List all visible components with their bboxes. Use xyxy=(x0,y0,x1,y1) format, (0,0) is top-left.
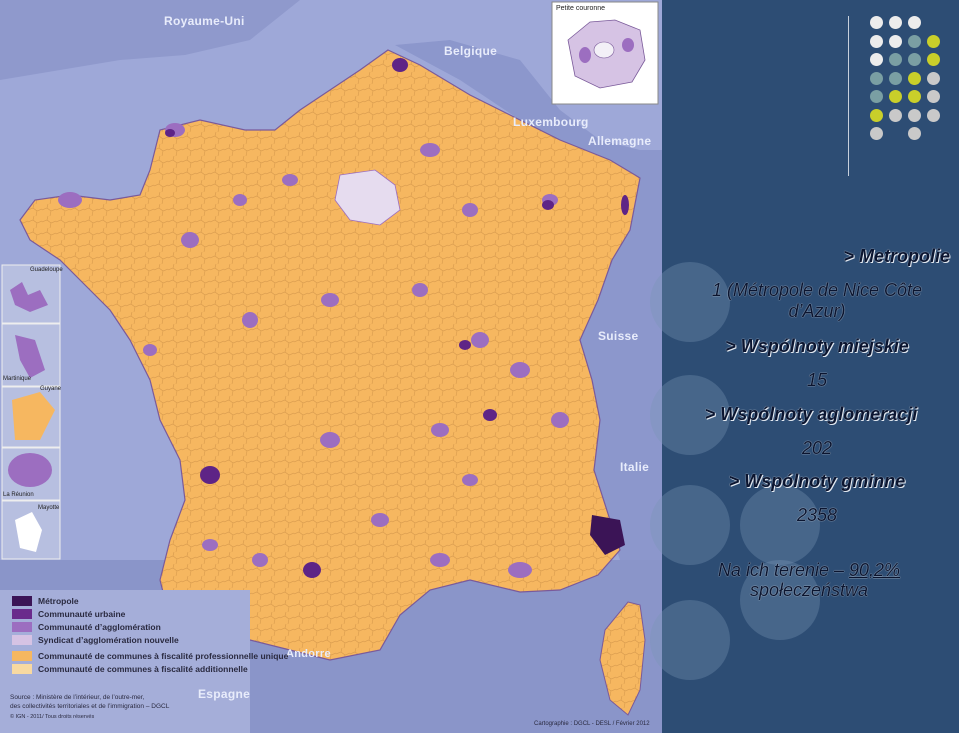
label-allemagne: Allemagne xyxy=(588,134,652,148)
legend-item: Communauté de communes à fiscalité addit… xyxy=(12,663,248,674)
legend-item: Communauté d’agglomération xyxy=(12,621,161,632)
coverage-line-2: społeczeństwa xyxy=(749,580,869,600)
source-line-1: Source : Ministère de l’intérieur, de l’… xyxy=(10,694,145,701)
decor-dot xyxy=(870,16,883,29)
decor-divider xyxy=(848,16,849,176)
decor-dot xyxy=(870,127,883,140)
paris-region xyxy=(334,169,401,226)
decor-dot xyxy=(870,53,883,66)
label-petite-couronne: Petite couronne xyxy=(556,5,606,12)
decor-dot xyxy=(889,34,902,48)
legend-swatch xyxy=(12,634,32,645)
decor-circle xyxy=(650,262,730,342)
decor-dot xyxy=(908,108,921,122)
decor-dot xyxy=(927,53,940,66)
decor-dot xyxy=(908,16,921,29)
legend-swatch xyxy=(12,595,32,606)
decor-circle xyxy=(650,375,730,455)
label-martinique: Martinique xyxy=(3,376,32,382)
urban-community-areas xyxy=(165,58,629,578)
decor-dot xyxy=(870,34,883,48)
label-royaume-uni: Royaume-Uni xyxy=(164,14,245,28)
legend-label: Communauté urbaine xyxy=(38,608,126,619)
label-guyane: Guyane xyxy=(40,386,62,392)
decor-dot xyxy=(908,34,921,48)
count-wspolnoty-miejskie: 15 xyxy=(806,370,828,390)
decor-dot xyxy=(889,53,902,66)
decor-dot xyxy=(927,90,940,103)
copyright: © IGN - 2011/ Tous droits réservés xyxy=(10,714,95,720)
coverage-percent: 90,2% xyxy=(849,560,901,580)
legend-item: Communauté urbaine xyxy=(12,608,125,619)
france-intercommunality-map: Royaume-Uni Belgique Luxembourg Allemagn… xyxy=(0,0,662,733)
stats-panel xyxy=(650,0,959,733)
decor-dot xyxy=(889,16,902,29)
cartography-credit: Cartographie : DGCL - DESL / Février 201… xyxy=(534,721,650,727)
legend-swatch xyxy=(12,621,32,632)
legend-label: Communauté d’agglomération xyxy=(38,621,161,632)
legend-label: Communauté de communes à fiscalité addit… xyxy=(38,663,248,674)
decor-dot xyxy=(870,90,883,103)
metropole-nice xyxy=(590,515,625,555)
decor-dot xyxy=(908,90,921,103)
legend-swatch xyxy=(12,650,32,661)
legend-background xyxy=(0,590,250,733)
label-luxembourg: Luxembourg xyxy=(513,115,589,129)
source-line-2: des collectivités territoriales et de l’… xyxy=(10,703,170,710)
label-mayotte: Mayotte xyxy=(38,505,60,511)
decor-dot xyxy=(889,71,902,85)
label-belgique: Belgique xyxy=(444,44,498,58)
label-reunion: La Réunion xyxy=(3,492,34,498)
coverage-line-1: Na ich terenie – 90,2% xyxy=(664,560,954,581)
legend-item: Métropole xyxy=(12,595,79,606)
legend-label: Syndicat d’agglomération nouvelle xyxy=(38,634,179,645)
decor-dot xyxy=(927,108,940,122)
decor-dot xyxy=(908,127,921,140)
label-andorre: Andorre xyxy=(286,648,331,660)
decor-dot xyxy=(908,53,921,66)
label-italie: Italie xyxy=(620,460,650,474)
legend-item: Communauté de communes à fiscalité profe… xyxy=(12,650,288,661)
label-suisse: Suisse xyxy=(598,329,639,343)
label-espagne: Espagne xyxy=(198,687,251,701)
corsica xyxy=(599,601,646,716)
count-wspolnoty-gminne: 2358 xyxy=(796,505,838,525)
decor-dot xyxy=(870,108,883,122)
legend-swatch xyxy=(12,663,32,674)
decor-circle xyxy=(650,600,730,680)
decor-dot xyxy=(889,90,902,103)
decor-dot xyxy=(927,71,940,85)
decor-dot xyxy=(908,71,921,85)
legend-item: Syndicat d’agglomération nouvelle xyxy=(12,634,179,645)
heading-wspolnoty-aglomeracji: > Wspólnoty aglomeracji xyxy=(704,404,918,424)
count-wspolnoty-aglomeracji: 202 xyxy=(801,438,833,458)
decor-circle xyxy=(740,485,820,565)
decor-circle xyxy=(740,560,820,640)
coverage-prefix: Na ich terenie – xyxy=(717,560,850,580)
heading-wspolnoty-miejskie: > Wspólnoty miejskie xyxy=(725,336,909,356)
decor-circle xyxy=(650,485,730,565)
map-graphic xyxy=(0,0,662,733)
legend-label: Communauté de communes à fiscalité profe… xyxy=(38,650,289,661)
heading-wspolnoty-gminne: > Wspólnoty gminne xyxy=(728,471,906,491)
decor-dot xyxy=(870,71,883,85)
metropolie-note-line-2: d’Azur) xyxy=(788,301,846,321)
decor-dot xyxy=(889,108,902,122)
legend-swatch xyxy=(12,608,32,619)
metropolie-note-line-1: 1 (Métropole de Nice Côte xyxy=(711,280,923,300)
decor-dot xyxy=(927,34,940,48)
legend-label: Métropole xyxy=(38,595,79,606)
heading-metropolie: > Metropolie xyxy=(843,246,950,266)
label-guadeloupe: Guadeloupe xyxy=(30,267,63,273)
uk-landmass xyxy=(0,0,300,80)
